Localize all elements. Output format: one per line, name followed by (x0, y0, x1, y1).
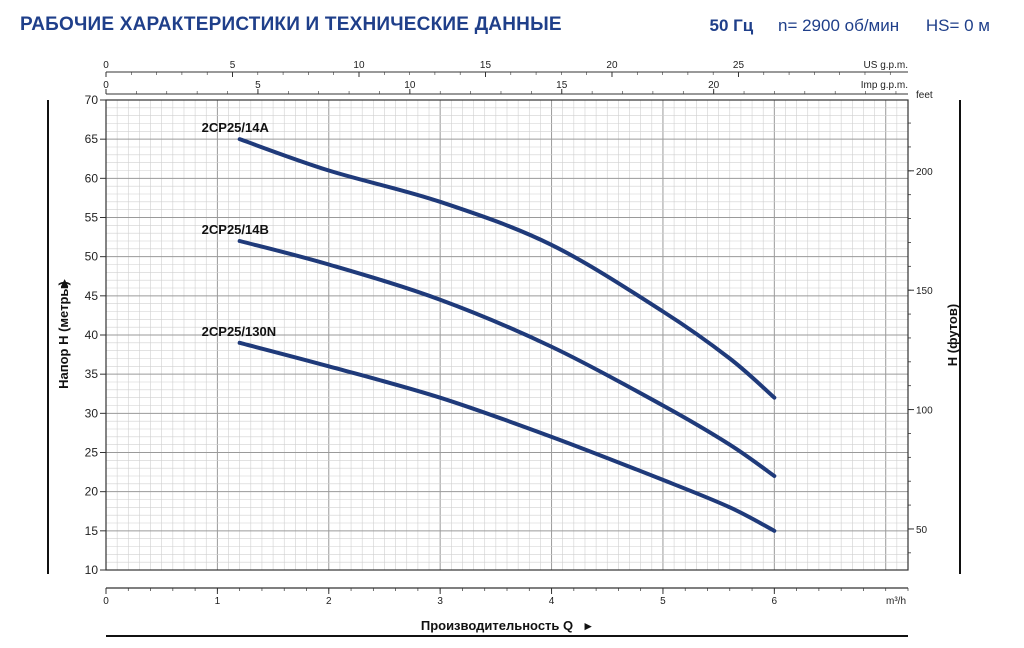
series-line-0 (237, 137, 777, 400)
x-tick-label: 1 (215, 596, 221, 607)
y2-tick-label: 50 (916, 525, 928, 536)
us-gpm-tick-label: 10 (353, 60, 365, 71)
x-axis-title: Производительность Q (421, 618, 573, 633)
y2-axis-title: H (футов) (945, 304, 960, 366)
x-tick-label: 4 (549, 596, 555, 607)
y2-tick-label: 150 (916, 286, 933, 297)
y-tick-label: 45 (85, 289, 99, 303)
y-axis-title: Напор H (метры) (56, 281, 71, 389)
axis-labels: 1015202530354045505560657050100150200fee… (56, 60, 960, 633)
y-axis-arrow: ▸ (56, 278, 71, 287)
x-tick-label: 5 (660, 596, 666, 607)
y2-tick-label: 200 (916, 167, 933, 178)
series-label-2: 2CP25/130N (202, 324, 276, 339)
us-gpm-tick-label: 20 (606, 60, 618, 71)
x-tick-label: 2 (326, 596, 332, 607)
speed-label: n= 2900 об/мин (777, 16, 900, 35)
us-gpm-tick-label: 5 (230, 60, 236, 71)
x-tick-label: 6 (772, 596, 778, 607)
y-tick-label: 40 (85, 328, 99, 342)
y-tick-label: 20 (85, 485, 99, 499)
suction-height-label: HS= 0 м (925, 16, 990, 35)
y-tick-label: 65 (85, 132, 99, 146)
y-tick-label: 15 (85, 524, 99, 538)
imp-gpm-unit-label: Imp g.p.m. (861, 80, 908, 91)
us-gpm-tick-label: 0 (103, 60, 109, 71)
axes (47, 71, 961, 637)
us-gpm-tick-label: 15 (480, 60, 492, 71)
y-tick-label: 55 (85, 211, 99, 225)
y-tick-label: 10 (85, 563, 99, 577)
imp-gpm-tick-label: 20 (708, 80, 720, 91)
y2-unit-label: feet (916, 90, 933, 101)
series-label-1: 2CP25/14B (202, 222, 269, 237)
series-line-1 (237, 239, 777, 478)
page-title: РАБОЧИЕ ХАРАКТЕРИСТИКИ И ТЕХНИЧЕСКИЕ ДАН… (20, 14, 562, 35)
series-line-2 (237, 340, 777, 533)
y-tick-label: 70 (85, 93, 99, 107)
y-tick-label: 60 (85, 171, 99, 185)
us-gpm-unit-label: US g.p.m. (864, 60, 908, 71)
performance-curves (237, 137, 777, 533)
y2-tick-label: 100 (916, 406, 933, 417)
y-tick-label: 35 (85, 367, 99, 381)
x-tick-label: 0 (103, 596, 109, 607)
imp-gpm-tick-label: 0 (103, 80, 109, 91)
grid (105, 99, 909, 571)
pump-parameters: 50 Гц n= 2900 об/мин HS= 0 м (710, 16, 990, 36)
y-tick-label: 30 (85, 406, 99, 420)
y-tick-label: 50 (85, 250, 99, 264)
series-label-0: 2CP25/14A (202, 120, 270, 135)
frequency-label: 50 Гц (709, 16, 754, 35)
x-axis-arrow: ▸ (584, 618, 593, 633)
imp-gpm-tick-label: 5 (255, 80, 261, 91)
imp-gpm-tick-label: 10 (404, 80, 416, 91)
y-tick-label: 25 (85, 446, 99, 460)
x-unit-label: m³/h (886, 596, 906, 607)
imp-gpm-tick-label: 15 (556, 80, 568, 91)
us-gpm-tick-label: 25 (733, 60, 745, 71)
x-tick-label: 3 (437, 596, 443, 607)
